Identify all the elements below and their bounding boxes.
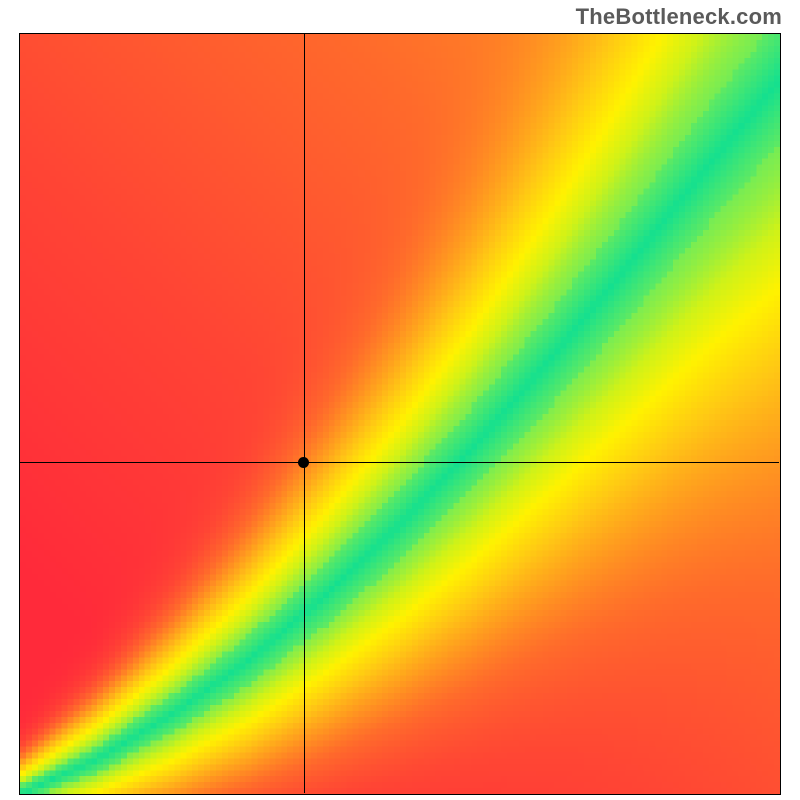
crosshair-horizontal [20, 462, 779, 463]
heatmap-canvas [20, 34, 780, 794]
crosshair-marker [298, 457, 309, 468]
chart-container: TheBottleneck.com [0, 0, 800, 800]
crosshair-vertical [304, 34, 305, 793]
plot-frame [19, 33, 781, 795]
watermark-text: TheBottleneck.com [576, 4, 782, 30]
